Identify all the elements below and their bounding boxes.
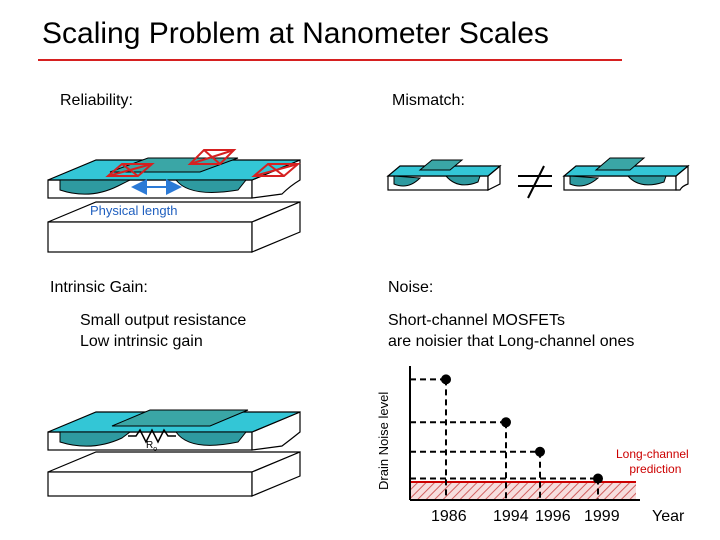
noise-point-1994 xyxy=(501,417,511,428)
noise-marks xyxy=(410,374,603,500)
mismatch-heading: Mismatch: xyxy=(392,92,465,109)
title-underline xyxy=(38,59,622,61)
reliability-substrate-side xyxy=(251,201,301,253)
noise-point-1999 xyxy=(593,473,603,484)
noise-x-tick-1986: 1986 xyxy=(431,508,467,525)
intrinsic-gain-line2: Low intrinsic gain xyxy=(80,333,203,350)
output-resistor-icon xyxy=(128,428,176,444)
reliability-gate xyxy=(109,157,239,173)
resistor-label: Ro xyxy=(146,440,158,453)
noise-line1: Short-channel MOSFETs xyxy=(388,312,565,329)
not-equal-icon xyxy=(518,165,552,199)
reliability-stress-marks xyxy=(105,149,301,177)
noise-line2: are noisier that Long-channel ones xyxy=(388,333,635,350)
mismatch-device-left xyxy=(386,159,502,191)
noise-x-tick-1996: 1996 xyxy=(535,508,571,525)
noise-point-1986 xyxy=(441,374,451,385)
reliability-body-side xyxy=(251,159,301,199)
noise-point-1996 xyxy=(535,446,545,457)
intrinsic-gain-heading: Intrinsic Gain: xyxy=(50,279,148,296)
noise-x-tick-1994: 1994 xyxy=(493,508,529,525)
noise-chart xyxy=(409,366,640,501)
page-title: Scaling Problem at Nanometer Scales xyxy=(42,17,549,50)
mismatch-device-right xyxy=(562,157,690,191)
intrinsic-gain-line1: Small output resistance xyxy=(80,312,247,329)
intrinsic-gain-device xyxy=(47,409,301,497)
noise-prediction-band xyxy=(410,482,636,500)
noise-x-tick-1999: 1999 xyxy=(584,508,620,525)
reliability-heading: Reliability: xyxy=(60,92,133,109)
noise-y-label: Drain Noise level xyxy=(376,391,391,490)
noise-heading: Noise: xyxy=(388,279,434,296)
reliability-substrate-front xyxy=(47,221,253,253)
reliability-well-left xyxy=(59,179,131,195)
physical-length-label: Physical length xyxy=(90,203,178,218)
noise-x-label: Year xyxy=(652,508,685,525)
reliability-device xyxy=(47,149,301,253)
noise-prediction-label: Long-channel prediction xyxy=(616,447,689,476)
